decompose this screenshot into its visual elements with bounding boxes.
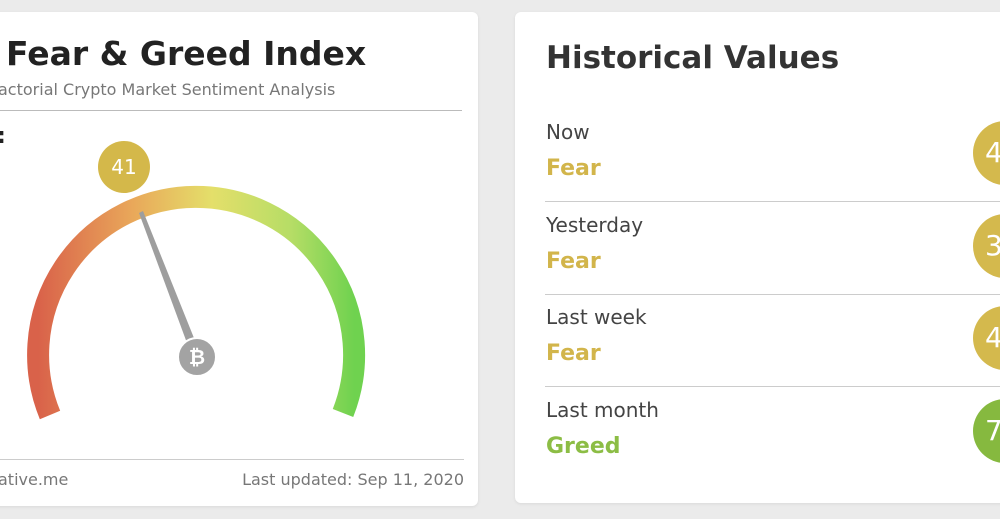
row-status: Greed [546, 433, 621, 459]
row-value: 4 [973, 121, 1000, 185]
card-title: Fear & Greed Index [6, 34, 367, 73]
value-badge [98, 141, 150, 193]
index-card: Fear & Greed Index actorial Crypto Marke… [0, 12, 478, 506]
divider [0, 110, 462, 111]
card-title: Historical Values [546, 40, 840, 76]
divider [545, 201, 1000, 202]
history-card: Historical Values Now Fear 4 Yesterday Fear 3… [515, 12, 1000, 503]
bitcoin-icon [177, 337, 217, 377]
row-label: Last month [546, 397, 659, 422]
card-subtitle: actorial Crypto Market Sentiment Analysi… [0, 80, 336, 99]
row-value: 3 [973, 213, 1000, 278]
row-status: Fear [546, 248, 601, 274]
footer-link[interactable]: ative.me [0, 470, 69, 489]
row-value: 7 [973, 398, 1000, 463]
gauge-value: 41 [111, 155, 136, 179]
bitcoin-symbol: ₿ [189, 345, 205, 369]
last-updated: Last updated: Sep 11, 2020 [242, 470, 464, 489]
divider [545, 386, 1000, 387]
row-value: 4 [973, 306, 1000, 370]
divider [545, 293, 1000, 295]
divider [0, 459, 464, 460]
row-label: Now [546, 120, 590, 144]
gauge-arc [27, 185, 366, 420]
needle [139, 211, 202, 362]
row-label: Yesterday [546, 212, 644, 237]
gauge: ₿ 41 [27, 141, 366, 420]
row-label: Last week [546, 305, 647, 329]
label: : [0, 124, 6, 149]
row-status: Fear [546, 156, 601, 181]
row-status: Fear [546, 341, 601, 366]
